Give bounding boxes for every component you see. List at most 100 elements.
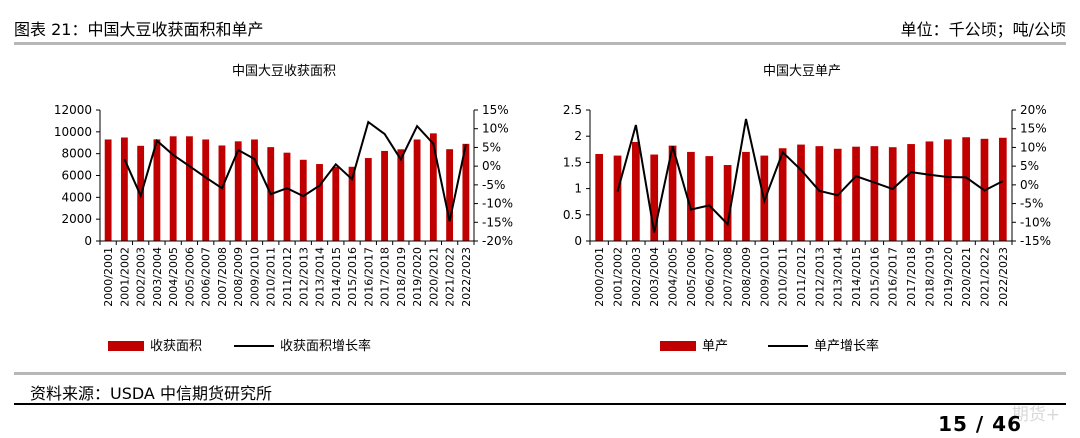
- y2-tick-label: 15%: [482, 103, 509, 117]
- chart-title: 中国大豆收获面积: [232, 64, 336, 79]
- y2-tick-label: 0%: [482, 159, 501, 173]
- page-number: 15 / 46: [938, 412, 1022, 436]
- yield-chart: 中国大豆单产 0 0.5 1 1.5 2 2.5 -15% -10% -5% 0% 5% 10% 15% 2…: [563, 64, 1051, 354]
- y2-tick-label: -15%: [1020, 234, 1051, 248]
- top-divider: [14, 42, 1066, 45]
- x-tick-label: 2003/2004: [151, 247, 164, 307]
- growth-line: [123, 120, 467, 222]
- bar: [234, 141, 242, 241]
- legend-bar-label: 单产: [702, 339, 728, 354]
- x-tick-label: 2015/2016: [346, 247, 359, 307]
- y2-tick-label: -20%: [482, 234, 513, 248]
- bar: [348, 166, 356, 241]
- x-tick-label: 2005/2006: [183, 247, 196, 307]
- chart-title: 中国大豆单产: [763, 64, 841, 79]
- x-tick-label: 2013/2014: [314, 247, 327, 307]
- y-tick-label: 4000: [61, 190, 92, 204]
- unit-label: 单位：千公顷；吨/公顷: [900, 20, 1066, 39]
- bar: [797, 144, 805, 241]
- bar: [186, 136, 193, 241]
- x-tick-label: 2019/2020: [942, 247, 955, 307]
- bar: [632, 141, 640, 241]
- bar: [852, 146, 860, 241]
- y-tick-label: 0: [574, 234, 582, 248]
- bar: [650, 154, 659, 241]
- x-tick-label: 2014/2015: [850, 247, 863, 307]
- y-tick-label: 2.5: [563, 103, 582, 117]
- x-tick-label: 2003/2004: [648, 247, 661, 307]
- bar: [907, 144, 915, 241]
- x-tick-label: 2013/2014: [832, 247, 845, 307]
- bar: [202, 139, 210, 241]
- x-tick-label: 2006/2007: [200, 247, 213, 307]
- x-tick-label: 2010/2011: [777, 247, 790, 307]
- bar: [778, 148, 787, 241]
- x-tick-label: 2022/2023: [460, 247, 473, 307]
- x-tick-label: 2010/2011: [265, 247, 278, 307]
- bar: [413, 139, 421, 241]
- x-tick-label: 2018/2019: [395, 247, 408, 307]
- bar: [595, 154, 604, 241]
- legend-line-label: 单产增长率: [814, 338, 879, 354]
- bar: [381, 150, 388, 241]
- x-tick-label: 2005/2006: [685, 247, 698, 307]
- x-tick-label: 2011/2012: [281, 247, 294, 307]
- x-tick-label: 2022/2023: [997, 247, 1010, 307]
- bottom-divider: [14, 403, 1066, 405]
- x-tick-label: 2016/2017: [887, 247, 900, 307]
- y2-tick-label: 15%: [1020, 122, 1047, 136]
- middle-divider: [14, 372, 1066, 375]
- area-chart: 中国大豆收获面积 0 2000 4000 6000 8000 10000 12000 -20% -…: [54, 64, 513, 354]
- y-tick-label: 0.5: [563, 208, 582, 222]
- bar: [251, 139, 258, 241]
- x-tick-label: 2021/2022: [978, 247, 991, 307]
- bar: [429, 133, 437, 241]
- y-tick-label: 1.5: [563, 155, 582, 169]
- bar: [613, 155, 622, 241]
- y-tick-label: 0: [84, 234, 92, 248]
- x-tick-label: 2017/2018: [905, 247, 918, 307]
- bar: [815, 146, 824, 241]
- source-note: 资料来源：USDA 中信期货研究所: [30, 384, 272, 403]
- y2-tick-label: -10%: [1020, 215, 1051, 229]
- x-tick-label: 2019/2020: [411, 247, 424, 307]
- x-tick-label: 2018/2019: [923, 247, 936, 307]
- x-tick-label: 2001/2002: [612, 247, 625, 307]
- bar: [283, 152, 291, 241]
- bar: [723, 165, 732, 241]
- page-total: 46: [992, 412, 1022, 436]
- x-tick-label: 2002/2003: [135, 247, 148, 307]
- x-tick-label: 2015/2016: [868, 247, 881, 307]
- x-tick-label: 2008/2009: [232, 247, 245, 307]
- x-tick-label: 2007/2008: [722, 247, 735, 307]
- x-tick-label: 2001/2002: [118, 247, 131, 307]
- y2-tick-label: -10%: [482, 197, 513, 211]
- y-tick-label: 1: [574, 182, 582, 196]
- bar: [153, 139, 161, 241]
- bar: [705, 156, 714, 241]
- bar: [364, 158, 372, 241]
- bar: [943, 139, 952, 241]
- page-separator: /: [975, 412, 985, 436]
- bar: [397, 149, 405, 241]
- y2-tick-label: -5%: [1020, 197, 1043, 211]
- x-tick-label: 2014/2015: [330, 247, 343, 307]
- x-tick-label: 2021/2022: [444, 247, 457, 307]
- bar: [446, 149, 454, 241]
- y2-tick-label: 10%: [482, 122, 509, 136]
- growth-line: [616, 118, 1004, 233]
- y-tick-label: 2: [574, 129, 582, 143]
- x-tick-label: 2012/2013: [813, 247, 826, 307]
- legend-bar-label: 收获面积: [150, 339, 202, 354]
- x-tick-label: 2011/2012: [795, 247, 808, 307]
- x-tick-label: 2000/2001: [593, 247, 606, 307]
- y2-tick-label: 5%: [482, 140, 501, 154]
- x-tick-label: 2002/2003: [630, 247, 643, 307]
- bar: [462, 143, 470, 241]
- y-tick-label: 6000: [61, 169, 92, 183]
- x-tick-label: 2004/2005: [167, 247, 180, 307]
- legend-bar-swatch: [660, 341, 696, 351]
- bar: [888, 147, 897, 241]
- x-tick-label: 2004/2005: [667, 247, 680, 307]
- legend-bar-swatch: [108, 341, 144, 351]
